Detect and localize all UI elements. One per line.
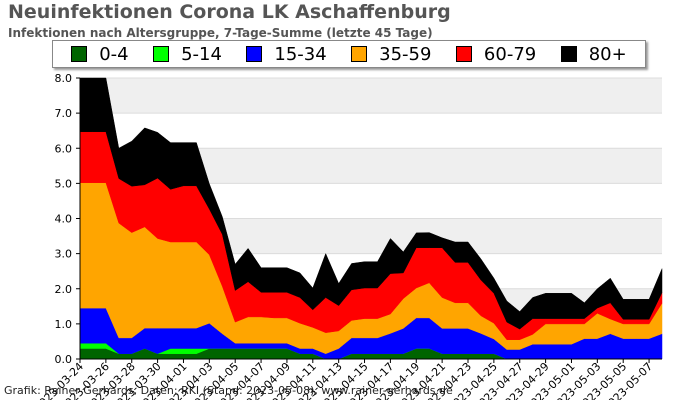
legend-item-60-79: 60-79 <box>455 43 537 65</box>
y-tick-label: 7.0 <box>55 107 73 120</box>
legend-item-35-59: 35-59 <box>351 44 431 65</box>
y-tick-label: 0.0 <box>55 353 73 366</box>
legend-swatch <box>246 46 263 62</box>
chart-title: Neuinfektionen Corona LK Aschaffenburg <box>8 1 451 23</box>
legend-swatch <box>351 46 368 62</box>
legend-item-15-34: 15-34 <box>246 43 327 65</box>
legend-swatch <box>71 46 88 62</box>
legend-label: 0-4 <box>99 43 129 65</box>
y-tick-label: 4.0 <box>55 213 73 226</box>
footer-credit: Grafik: Rainer Gerhards, Daten: RKI (Sta… <box>4 384 453 397</box>
legend-label: 35-59 <box>379 43 432 65</box>
series-area-80+ <box>79 77 663 330</box>
y-tick-label: 2.0 <box>55 283 73 296</box>
legend-label: 15-34 <box>274 43 327 65</box>
legend-item-5-14: 5-14 <box>153 44 222 65</box>
legend-swatch <box>153 46 170 62</box>
legend-swatch <box>455 46 472 62</box>
legend-item-80+: 80+ <box>560 43 627 65</box>
y-tick-label: 8.0 <box>55 72 73 85</box>
chart-subtitle: Infektionen nach Altersgruppe, 7-Tage-Su… <box>8 26 433 40</box>
y-tick-label: 6.0 <box>55 142 73 155</box>
legend-label: 60-79 <box>483 43 537 65</box>
legend-label: 5-14 <box>181 43 222 65</box>
legend-swatch <box>560 46 577 62</box>
legend-item-0-4: 0-4 <box>71 43 129 65</box>
legend-label: 80+ <box>588 43 627 65</box>
y-tick-label: 1.0 <box>55 318 73 331</box>
y-tick-label: 3.0 <box>55 248 73 261</box>
grid-band <box>80 78 662 114</box>
legend: 0-4 5-14 15-34 35-59 60-79 80+ <box>52 40 646 68</box>
y-tick-label: 5.0 <box>55 177 73 190</box>
